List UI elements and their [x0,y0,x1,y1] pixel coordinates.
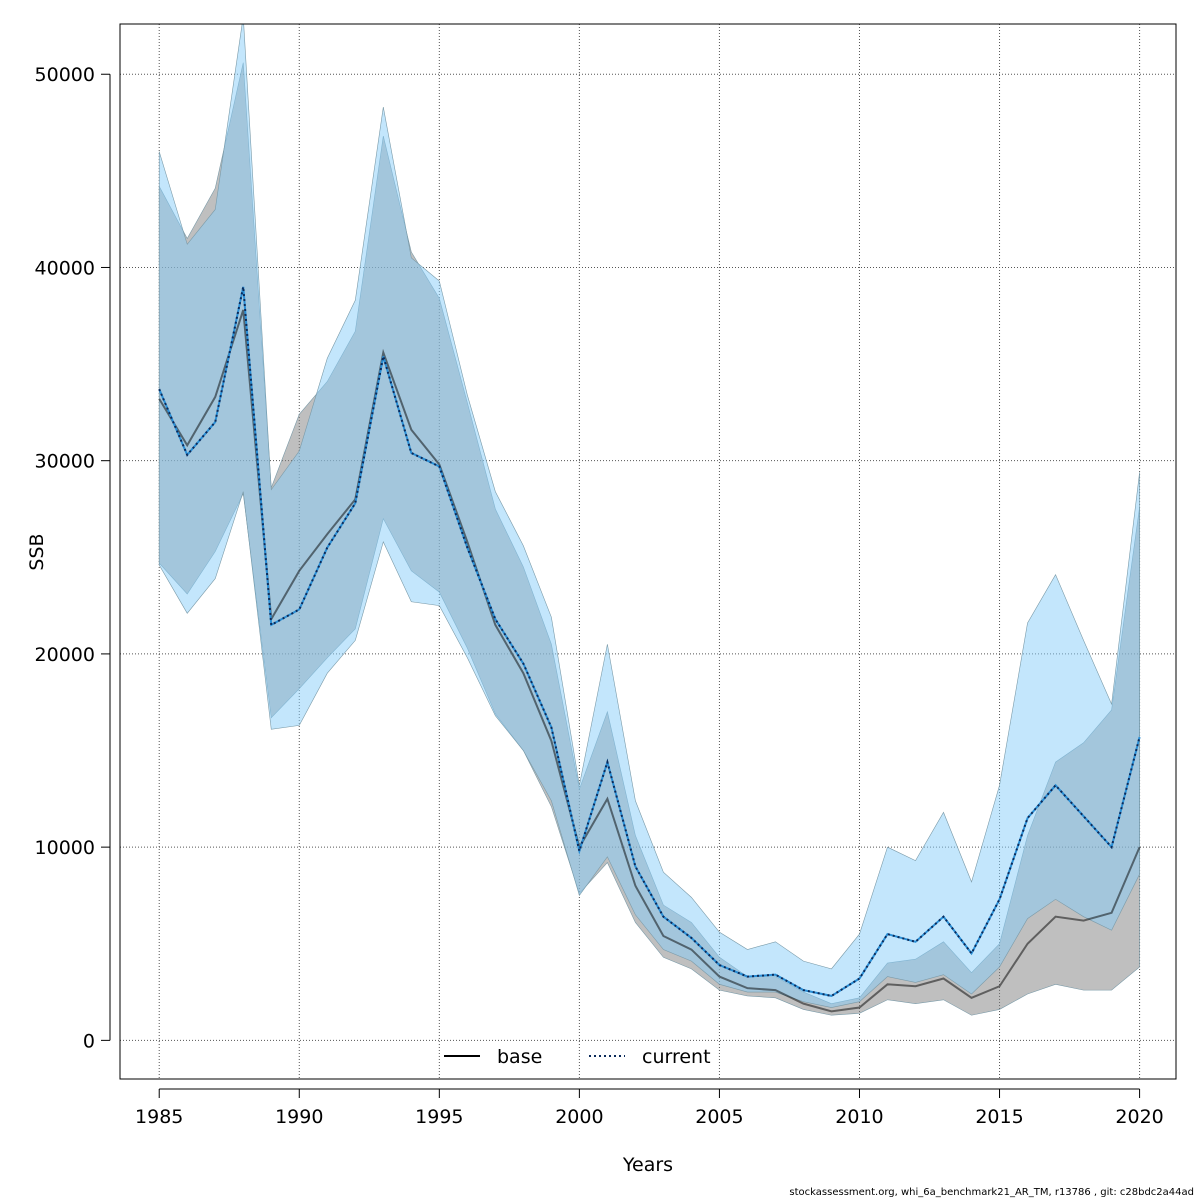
confidence-band-current [158,24,1140,1008]
y-tick-label: 50000 [35,64,95,86]
y-axis-title: SSB [26,533,48,570]
legend-label-current: current [642,1046,711,1068]
y-tick-label: 10000 [35,837,95,859]
plot-frame [119,23,1177,1080]
x-tick-label: 2010 [835,1106,883,1128]
x-tick-label: 1990 [275,1106,323,1128]
x-tick-label: 2015 [975,1106,1023,1128]
confidence-bands [158,24,1140,1016]
y-tick-label: 20000 [35,644,95,666]
y-tick-label: 40000 [35,257,95,279]
x-axis-title: Years [622,1154,673,1176]
series-line-base [158,309,1141,1013]
x-tick-label: 2020 [1115,1106,1163,1128]
y-tick-label: 0 [83,1030,95,1052]
series-lines [158,286,1141,1013]
legend: base current [444,1046,711,1068]
legend-label-base: base [497,1046,542,1068]
x-tick-label: 1995 [415,1106,463,1128]
x-tick-label: 1985 [135,1106,183,1128]
x-tick-label: 2005 [695,1106,743,1128]
y-tick-label: 30000 [35,451,95,473]
series-line-current [158,286,1141,997]
axes: 1985 1990 1995 2000 2005 2010 2015 2020 0 10000 20… [35,64,1164,1128]
x-tick-label: 2000 [555,1106,603,1128]
footer-credit: stockassessment.org, whi_6a_benchmark21_… [789,1187,1194,1198]
